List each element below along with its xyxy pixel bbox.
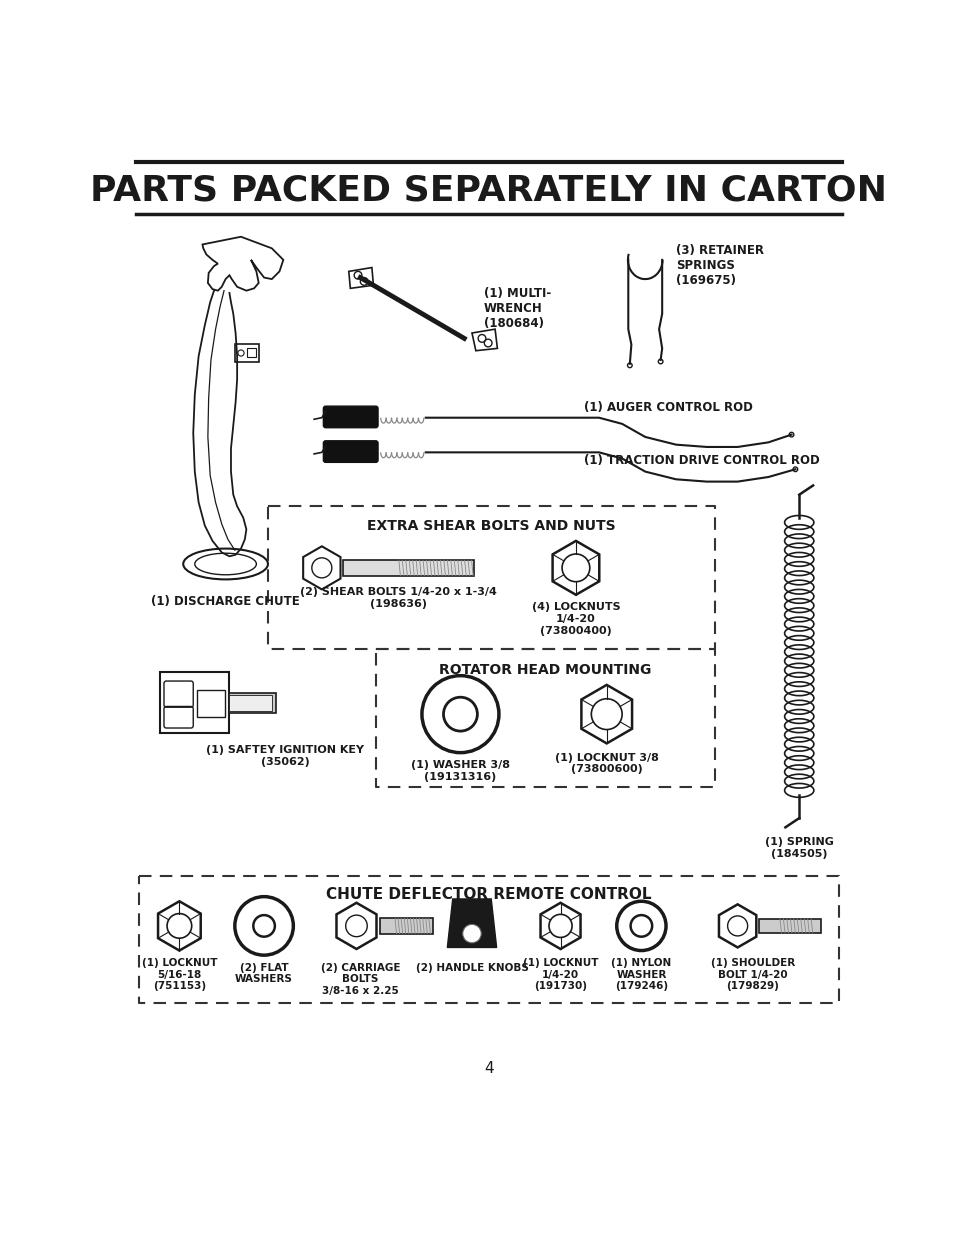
- Text: (2) FLAT
WASHERS: (2) FLAT WASHERS: [234, 963, 293, 984]
- FancyBboxPatch shape: [323, 441, 377, 462]
- Text: (1) LOCKNUT
1/4-20
(191730): (1) LOCKNUT 1/4-20 (191730): [522, 958, 598, 992]
- Text: ROTATOR HEAD MOUNTING: ROTATOR HEAD MOUNTING: [438, 662, 651, 677]
- Text: (1) LOCKNUT 3/8
(73800600): (1) LOCKNUT 3/8 (73800600): [555, 752, 658, 774]
- Bar: [229, 695, 272, 711]
- Text: (1) MULTI-
WRENCH
(180684): (1) MULTI- WRENCH (180684): [483, 287, 550, 330]
- Text: (1) SPRING
(184505): (1) SPRING (184505): [764, 837, 833, 860]
- Text: PARTS PACKED SEPARATELY IN CARTON: PARTS PACKED SEPARATELY IN CARTON: [91, 174, 886, 207]
- Text: (2) HANDLE KNOBS: (2) HANDLE KNOBS: [416, 963, 528, 973]
- Text: (1) WASHER 3/8
(19131316): (1) WASHER 3/8 (19131316): [411, 761, 510, 782]
- Text: EXTRA SHEAR BOLTS AND NUTS: EXTRA SHEAR BOLTS AND NUTS: [367, 520, 615, 534]
- Bar: [229, 693, 275, 713]
- Circle shape: [462, 924, 480, 942]
- Text: (1) DISCHARGE CHUTE: (1) DISCHARGE CHUTE: [152, 595, 299, 608]
- Text: (2) SHEAR BOLTS 1/4-20 x 1-3/4
(198636): (2) SHEAR BOLTS 1/4-20 x 1-3/4 (198636): [300, 587, 497, 609]
- Text: (4) LOCKNUTS
1/4-20
(73800400): (4) LOCKNUTS 1/4-20 (73800400): [531, 603, 619, 636]
- Text: CHUTE DEFLECTOR REMOTE CONTROL: CHUTE DEFLECTOR REMOTE CONTROL: [326, 888, 651, 903]
- Bar: [343, 561, 474, 576]
- Text: (1) AUGER CONTROL ROD: (1) AUGER CONTROL ROD: [583, 401, 752, 414]
- FancyBboxPatch shape: [323, 406, 377, 427]
- Text: (1) LOCKNUT
5/16-18
(751153): (1) LOCKNUT 5/16-18 (751153): [141, 958, 217, 992]
- Text: (2) CARRIAGE
BOLTS
3/8-16 x 2.25: (2) CARRIAGE BOLTS 3/8-16 x 2.25: [320, 963, 399, 997]
- Text: (3) RETAINER
SPRINGS
(169675): (3) RETAINER SPRINGS (169675): [676, 245, 763, 288]
- Text: (1) SAFTEY IGNITION KEY
(35062): (1) SAFTEY IGNITION KEY (35062): [206, 745, 364, 767]
- Text: (1) NYLON
WASHER
(179246): (1) NYLON WASHER (179246): [611, 958, 671, 992]
- Bar: [759, 919, 820, 932]
- Polygon shape: [447, 899, 497, 947]
- Text: 4: 4: [483, 1061, 494, 1076]
- Bar: [379, 918, 433, 934]
- Text: (1) TRACTION DRIVE CONTROL ROD: (1) TRACTION DRIVE CONTROL ROD: [583, 454, 819, 467]
- Text: (1) SHOULDER
BOLT 1/4-20
(179829): (1) SHOULDER BOLT 1/4-20 (179829): [710, 958, 795, 992]
